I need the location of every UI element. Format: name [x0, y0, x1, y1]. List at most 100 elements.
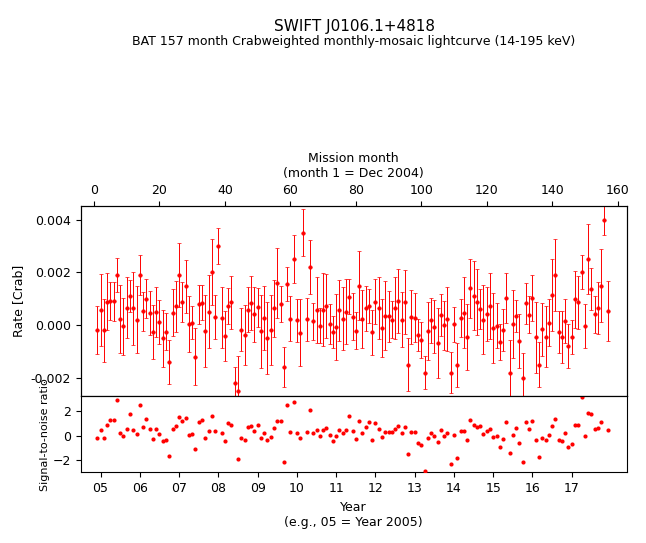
Point [177, 417, 187, 426]
Point [148, 434, 158, 443]
Point [125, 409, 135, 418]
Point [266, 433, 276, 441]
Point [527, 417, 537, 426]
Point [308, 429, 318, 438]
Point [443, 429, 453, 438]
Point [158, 437, 168, 446]
Point [596, 418, 607, 427]
Point [121, 424, 132, 433]
Point [501, 418, 512, 427]
Point [334, 426, 344, 434]
Point [393, 422, 404, 431]
Point [292, 428, 302, 437]
Point [570, 420, 580, 429]
Point [537, 433, 548, 442]
Point [492, 432, 502, 440]
Point [96, 426, 106, 435]
Point [216, 428, 227, 437]
Point [472, 422, 482, 431]
Point [145, 425, 155, 433]
Point [370, 419, 380, 427]
Point [282, 401, 292, 410]
Point [563, 443, 574, 452]
Point [429, 432, 439, 441]
Point [560, 429, 570, 438]
Point [351, 435, 361, 444]
Point [229, 474, 240, 483]
Point [109, 416, 119, 425]
Point [207, 412, 217, 420]
Point [246, 421, 256, 430]
Point [243, 423, 253, 432]
Point [446, 459, 456, 468]
Point [373, 425, 384, 433]
Point [298, 383, 309, 392]
Point [475, 421, 485, 430]
Point [360, 422, 371, 431]
Point [462, 435, 472, 444]
Point [102, 421, 112, 430]
Point [318, 426, 328, 435]
Point [517, 458, 528, 466]
Point [183, 431, 194, 439]
Point [530, 435, 541, 444]
Point [92, 434, 103, 443]
Point [390, 425, 401, 433]
Point [200, 433, 211, 442]
Point [505, 449, 515, 458]
Point [151, 425, 162, 433]
Point [249, 426, 260, 435]
Point [167, 425, 178, 433]
Point [161, 435, 171, 444]
Point [164, 452, 174, 460]
Point [285, 428, 295, 437]
Point [171, 422, 181, 431]
Point [134, 401, 145, 410]
Point [187, 430, 197, 438]
Point [554, 435, 564, 444]
Point [426, 428, 436, 437]
Point [262, 435, 273, 444]
Point [435, 426, 446, 434]
Point [203, 427, 214, 435]
Point [321, 424, 331, 433]
Point [495, 443, 505, 451]
Point [256, 433, 266, 442]
Point [547, 421, 557, 430]
Point [180, 413, 191, 422]
Point [541, 436, 551, 445]
Point [508, 431, 518, 440]
Point [354, 417, 364, 426]
Point [305, 405, 315, 414]
Point [233, 454, 243, 463]
Point [275, 416, 286, 425]
Text: BAT 157 month Crabweighted monthly-mosaic lightcurve (14-195 keV): BAT 157 month Crabweighted monthly-mosai… [132, 35, 576, 48]
Point [118, 432, 129, 440]
Point [599, 350, 610, 358]
Point [452, 453, 463, 462]
Point [337, 429, 348, 438]
Point [557, 437, 567, 445]
Point [576, 393, 587, 402]
Point [348, 427, 358, 435]
Point [344, 411, 355, 420]
Y-axis label: Rate [Crab]: Rate [Crab] [12, 265, 25, 338]
Point [357, 429, 368, 438]
Point [311, 426, 322, 434]
Point [197, 415, 207, 424]
Point [534, 453, 544, 462]
Point [498, 434, 508, 443]
Point [586, 410, 596, 419]
Point [521, 418, 531, 427]
X-axis label: Year
(e.g., 05 = Year 2005): Year (e.g., 05 = Year 2005) [284, 501, 423, 529]
Point [468, 421, 479, 430]
Point [514, 439, 525, 447]
Point [377, 432, 387, 441]
Point [484, 424, 495, 433]
Point [240, 435, 250, 444]
Text: SWIFT J0106.1+4818: SWIFT J0106.1+4818 [273, 19, 435, 34]
Point [315, 432, 325, 440]
Point [220, 437, 230, 445]
Point [269, 424, 279, 433]
Point [341, 426, 351, 435]
